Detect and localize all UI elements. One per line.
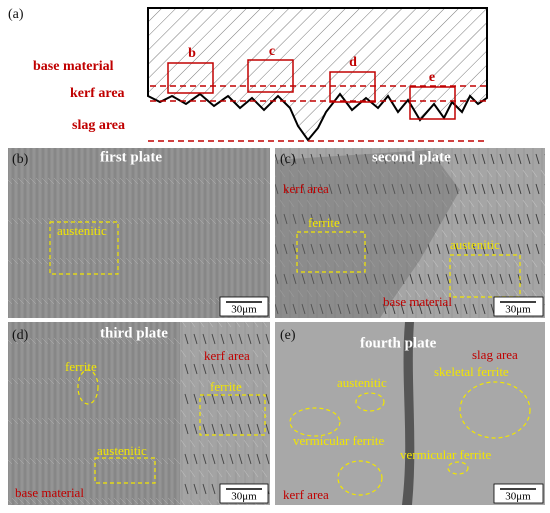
- annotation: kerf area: [283, 487, 329, 502]
- annotation: austenitic: [57, 223, 107, 238]
- micrograph: [8, 148, 270, 318]
- annotation: skeletal ferrite: [434, 364, 509, 379]
- region-box: [409, 86, 456, 120]
- kerf-zone: [275, 150, 460, 318]
- region-ellipse: [355, 392, 385, 412]
- panel-label: (e): [280, 328, 296, 343]
- annotation: austenitic: [97, 443, 147, 458]
- micrograph: [275, 148, 545, 318]
- scale-label: 30μm: [505, 304, 531, 316]
- region-box: [296, 231, 366, 273]
- annotation: austenitic: [337, 375, 387, 390]
- region-ellipse: [289, 407, 341, 437]
- panel-title: third plate: [100, 325, 168, 341]
- region-box: [94, 457, 156, 484]
- scale-bar: 30μm: [219, 296, 269, 317]
- region-box: [49, 221, 119, 275]
- panel-label: (b): [12, 152, 29, 167]
- annotation: base material: [383, 294, 452, 309]
- box-label: b: [188, 46, 196, 61]
- region-box: [247, 59, 294, 93]
- scale-bar: 30μm: [219, 483, 269, 504]
- region-box: [167, 62, 214, 94]
- annotation: ferrite: [210, 379, 242, 394]
- scale-bar: 30μm: [493, 483, 544, 504]
- box-label: c: [269, 44, 275, 59]
- annotation: vermicular ferrite: [293, 433, 385, 448]
- annotation: slag area: [472, 347, 518, 362]
- panel-label: (c): [280, 152, 296, 167]
- zone-label: base material: [33, 59, 114, 74]
- panel-label: (a): [8, 7, 24, 22]
- zone-label: kerf area: [70, 86, 125, 101]
- scale-label: 30μm: [505, 491, 531, 503]
- region-box: [449, 254, 521, 298]
- region-ellipse: [459, 381, 531, 439]
- panel-title: second plate: [372, 149, 451, 165]
- region-box: [329, 71, 376, 103]
- scale-bar: 30μm: [493, 296, 544, 317]
- region-ellipse: [77, 369, 99, 405]
- annotation: ferrite: [308, 215, 340, 230]
- region-ellipse: [337, 460, 383, 496]
- scale-label: 30μm: [231, 491, 257, 503]
- panel-a: (a) b c d e base material kerf area slag…: [8, 7, 488, 142]
- annotation: vermicular ferrite: [400, 447, 492, 462]
- annotation: ferrite: [65, 359, 97, 374]
- panel-label: (d): [12, 328, 29, 343]
- scale-label: 30μm: [231, 304, 257, 316]
- box-label: d: [349, 55, 357, 70]
- box-label: e: [429, 70, 435, 85]
- zone-label: slag area: [72, 118, 125, 133]
- kerf-zone: [180, 322, 270, 505]
- annotation: base material: [15, 485, 84, 500]
- region-ellipse: [447, 461, 469, 475]
- panel-title: fourth plate: [360, 335, 437, 351]
- annotation: kerf area: [283, 181, 329, 196]
- cut-profile: [147, 7, 488, 142]
- cut-edge: [402, 322, 415, 505]
- annotation: austenitic: [450, 237, 500, 252]
- annotation: kerf area: [204, 348, 250, 363]
- region-box: [199, 394, 266, 436]
- panel-title: first plate: [100, 149, 162, 165]
